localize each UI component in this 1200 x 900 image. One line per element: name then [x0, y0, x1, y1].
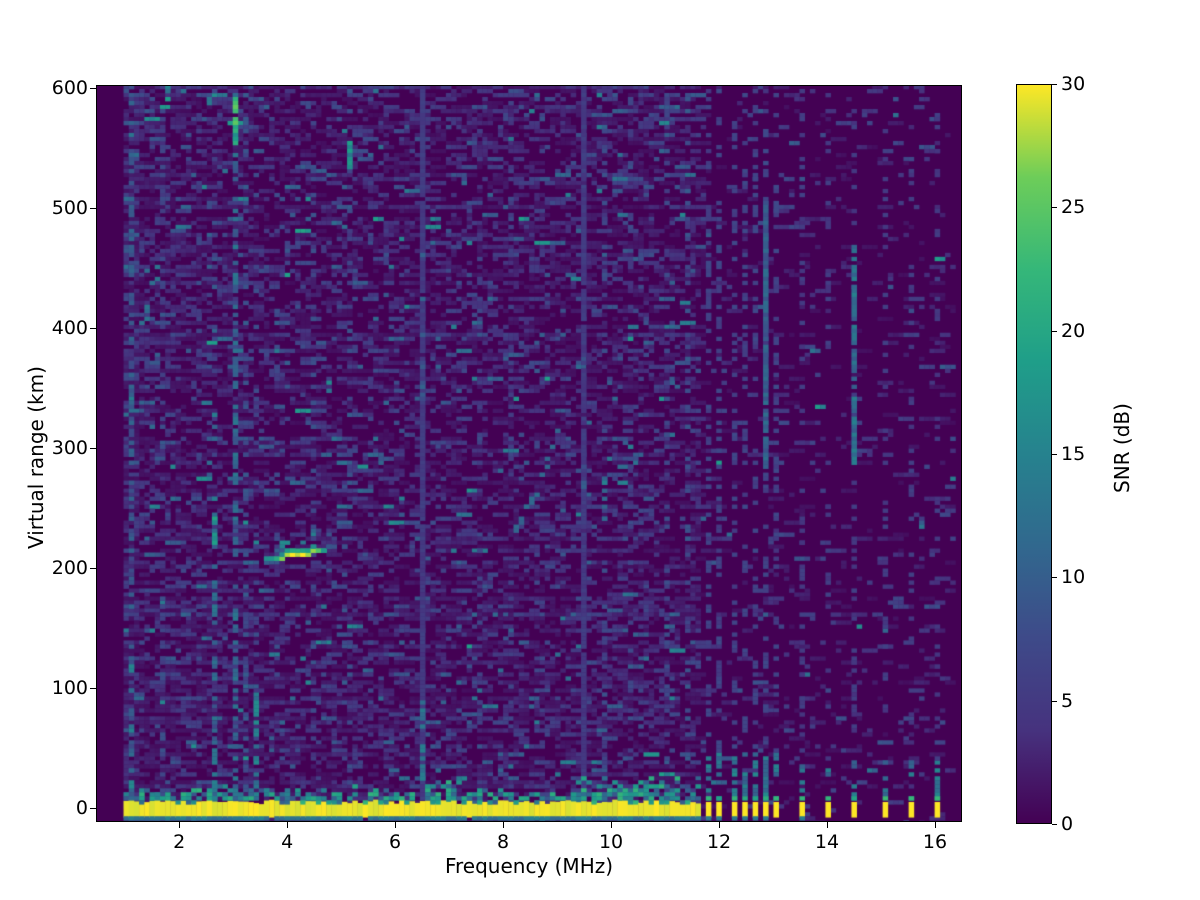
- y-tick-label: 0: [75, 796, 88, 819]
- colorbar-label: SNR (dB): [1110, 403, 1134, 493]
- y-tick: [90, 87, 96, 89]
- colorbar-tick: [1052, 330, 1057, 332]
- colorbar-tick: [1052, 84, 1057, 85]
- y-tick: [90, 327, 96, 329]
- x-tick-label: 6: [389, 831, 402, 853]
- x-tick-label: 16: [922, 831, 948, 853]
- y-tick-label: 200: [51, 556, 88, 579]
- x-tick: [827, 822, 829, 828]
- y-tick-label: 400: [51, 316, 88, 339]
- colorbar: [1016, 84, 1052, 824]
- x-tick-label: 4: [281, 831, 294, 853]
- x-tick-label: 8: [497, 831, 510, 853]
- colorbar-tick-label: 0: [1061, 813, 1074, 835]
- x-tick: [287, 822, 289, 828]
- colorbar-tick-label: 15: [1061, 443, 1086, 465]
- colorbar-tick-label: 5: [1061, 689, 1074, 712]
- y-tick: [90, 807, 96, 809]
- y-tick: [90, 207, 96, 209]
- x-tick-label: 14: [814, 831, 840, 853]
- colorbar-tick-label: 25: [1061, 196, 1086, 219]
- x-tick: [935, 822, 936, 828]
- x-tick-label: 10: [598, 831, 624, 853]
- y-tick-label: 300: [51, 436, 88, 459]
- x-tick: [503, 822, 505, 828]
- x-tick: [179, 822, 181, 828]
- y-tick: [90, 567, 96, 569]
- colorbar-tick: [1052, 577, 1057, 579]
- x-tick-label: 12: [706, 831, 732, 853]
- ionogram-heatmap: [96, 85, 962, 822]
- colorbar-tick-label: 20: [1061, 319, 1086, 342]
- x-tick: [719, 822, 721, 828]
- x-tick: [395, 822, 397, 828]
- y-tick-label: 100: [51, 676, 88, 699]
- colorbar-tick-label: 30: [1061, 73, 1086, 95]
- y-tick: [90, 447, 96, 449]
- colorbar-tick-label: 10: [1061, 566, 1086, 589]
- colorbar-tick: [1052, 207, 1057, 209]
- x-axis-label: Frequency (MHz): [444, 854, 614, 878]
- x-tick-label: 2: [173, 831, 186, 853]
- colorbar-tick: [1052, 454, 1057, 455]
- colorbar-tick: [1052, 824, 1057, 825]
- y-tick-label: 600: [51, 76, 88, 99]
- y-tick-label: 500: [51, 196, 88, 219]
- x-tick: [611, 822, 613, 828]
- y-tick: [90, 687, 96, 689]
- colorbar-tick: [1052, 700, 1057, 702]
